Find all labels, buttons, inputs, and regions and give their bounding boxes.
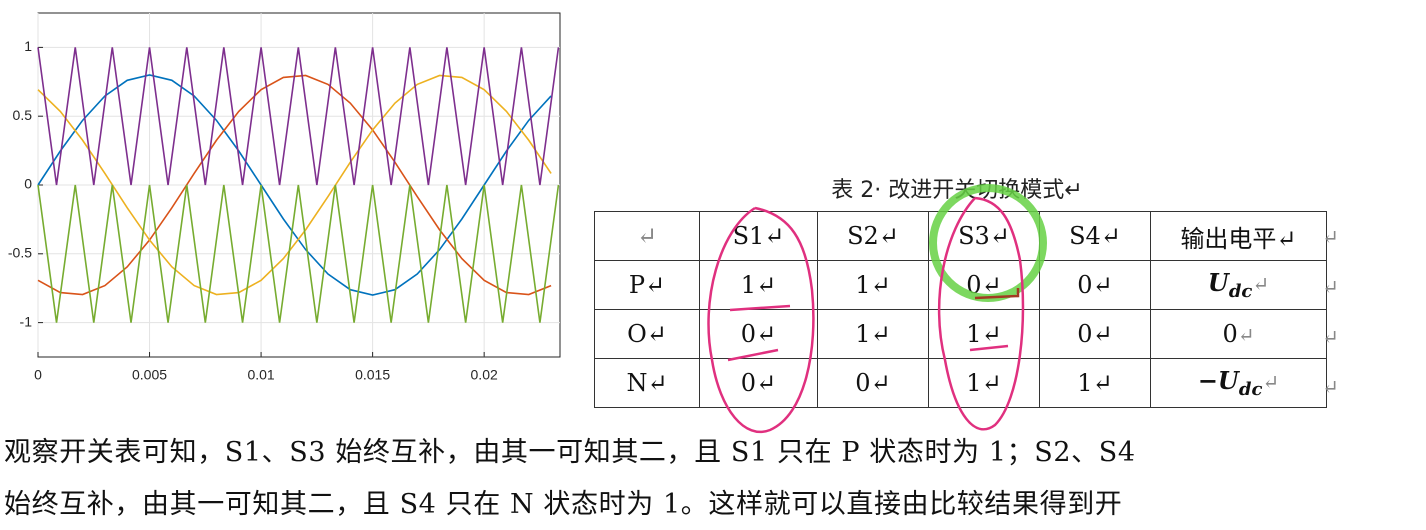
series-line [37, 184, 560, 323]
output-text: U [1207, 268, 1229, 298]
row-end-mark: ↵ [1322, 225, 1339, 249]
output-cell: −Udc↵ [1150, 358, 1327, 408]
table-row: ↵ S1↵ S2↵ S3↵ S4↵ 输出电平↵ [594, 211, 1327, 261]
cell: 1↵ [817, 260, 929, 310]
output-text: 0 [1222, 320, 1238, 348]
table-row: P↵ 1↵ 1↵ 0↵ 0↵ Udc↵ [594, 260, 1327, 310]
cell: 0↵ [1039, 260, 1151, 310]
chart: -1 -0.5 0 0.5 1 0 0.005 0.01 0.015 0.02 [8, 12, 561, 383]
x-tick-label: 0 [34, 367, 42, 383]
row-end-mark: ↵ [1322, 375, 1339, 399]
y-tick-label: -1 [20, 313, 33, 329]
output-text: −U [1197, 366, 1239, 396]
cell: 1↵ [1039, 358, 1151, 408]
y-tick-label: 0.5 [13, 107, 33, 123]
table-row: N↵ 0↵ 0↵ 1↵ 1↵ −Udc↵ [594, 358, 1327, 408]
return-mark: ↵ [1252, 272, 1270, 297]
cell: 0↵ [699, 358, 818, 408]
output-cell: 0↵ [1150, 309, 1327, 359]
paragraph-line: 始终互补，由其一可知其二，且 S4 只在 N 状态时为 1。这样就可以直接由比较… [4, 489, 1123, 520]
return-mark: ↵ [1237, 323, 1255, 347]
output-subscript: dc [1228, 280, 1253, 302]
header-cell: S4↵ [1039, 211, 1151, 261]
row-label: O↵ [594, 309, 700, 359]
table-row: O↵ 0↵ 1↵ 1↵ 0↵ 0↵ [594, 309, 1327, 359]
cell: 1↵ [699, 260, 818, 310]
x-tick-label: 0.005 [132, 367, 167, 383]
paragraph-line: 观察开关表可知，S1、S3 始终互补，由其一可知其二，且 S1 只在 P 状态时… [4, 437, 1136, 468]
header-cell: S2↵ [817, 211, 929, 261]
row-end-mark: ↵ [1322, 325, 1339, 349]
cell: 1↵ [817, 309, 929, 359]
table-caption: 表 2· 改进开关切换模式↵ [831, 178, 1083, 203]
y-tick-label: -0.5 [8, 245, 32, 261]
header-cell: S3↵ [928, 211, 1040, 261]
cell: 1↵ [928, 358, 1040, 408]
series-line [37, 74, 552, 296]
header-cell: S1↵ [699, 211, 818, 261]
row-label: N↵ [594, 358, 700, 408]
cell: 1↵ [928, 309, 1040, 359]
y-tick-label: 1 [24, 38, 32, 54]
header-cell: ↵ [594, 211, 700, 261]
x-tick-label: 0.02 [471, 367, 498, 383]
cell: 0↵ [928, 260, 1040, 310]
return-mark: ↵ [1262, 370, 1280, 395]
output-cell: Udc↵ [1150, 260, 1327, 310]
y-tick-label: 0 [24, 176, 32, 192]
cell: 0↵ [817, 358, 929, 408]
series-line [37, 74, 552, 296]
x-tick-label: 0.01 [247, 367, 274, 383]
switch-table: ↵ S1↵ S2↵ S3↵ S4↵ 输出电平↵ P↵ 1↵ 1↵ 0↵ 0↵ Udc↵ O↵ 0↵ 1↵ 1↵… [594, 211, 1327, 408]
cell: 0↵ [699, 309, 818, 359]
cell: 0↵ [1039, 309, 1151, 359]
output-subscript: dc [1238, 378, 1263, 400]
row-end-mark: ↵ [1322, 275, 1339, 299]
header-cell: 输出电平↵ [1150, 211, 1327, 261]
series-line [37, 47, 560, 186]
x-tick-label: 0.015 [355, 367, 390, 383]
row-label: P↵ [594, 260, 700, 310]
